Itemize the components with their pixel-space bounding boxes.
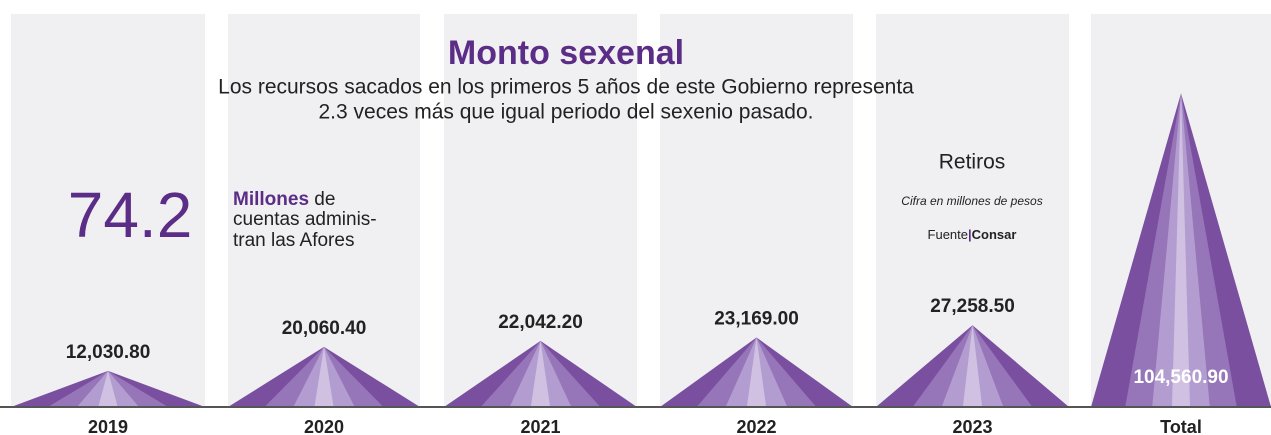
x-tick-label: 2021 — [520, 417, 560, 435]
subtitle: Los recursos sacados en los primeros 5 a… — [218, 76, 914, 99]
source: Fuente|Consar — [928, 227, 1017, 242]
chart-title: Monto sexenal — [448, 34, 684, 72]
peak-highlight — [314, 346, 334, 407]
source-label: Fuente — [928, 227, 968, 242]
peak-highlight — [746, 337, 767, 407]
source-name: Consar — [972, 227, 1017, 242]
note-text: tran las Afores — [233, 230, 354, 251]
highlight-note: Millones de — [233, 189, 335, 210]
note-text: cuentas adminis- — [233, 209, 377, 230]
subtitle: 2.3 veces más que igual periodo del sexe… — [319, 101, 814, 124]
legend-title: Retiros — [939, 151, 1006, 174]
note-bold: Millones — [233, 189, 309, 210]
value-label: 23,169.00 — [714, 309, 799, 330]
x-tick-label: 2020 — [304, 417, 344, 435]
x-tick-label: Total — [1160, 417, 1202, 435]
note-text: de — [309, 189, 335, 210]
value-label: 22,042.20 — [498, 312, 583, 333]
peak-highlight — [1172, 93, 1190, 408]
column-bg — [228, 14, 420, 407]
value-label: 27,258.50 — [930, 296, 1015, 317]
peak-highlight — [98, 370, 118, 407]
value-label: 12,030.80 — [66, 342, 151, 363]
peak-highlight — [530, 340, 551, 407]
value-label: 104,560.90 — [1133, 367, 1228, 388]
unit-note: Cifra en millones de pesos — [901, 194, 1042, 208]
peak-highlight — [962, 325, 983, 407]
highlight-number: 74.2 — [68, 179, 193, 251]
x-tick-label: 2022 — [736, 417, 776, 435]
column-bg — [11, 14, 205, 407]
x-tick-label: 2019 — [88, 417, 128, 435]
source-sep: | — [968, 227, 972, 242]
value-label: 20,060.40 — [282, 318, 367, 339]
x-tick-label: 2023 — [952, 417, 992, 435]
